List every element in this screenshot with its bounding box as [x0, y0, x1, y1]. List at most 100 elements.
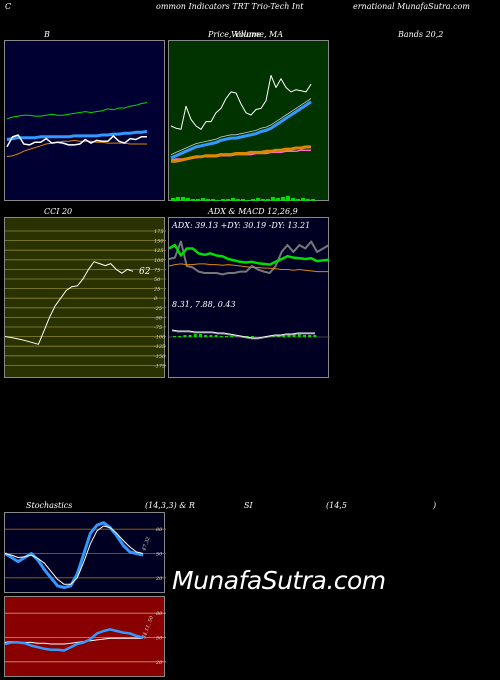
cci-tick-label: 175 [154, 229, 164, 235]
volume-bar [286, 196, 290, 201]
macd-histogram-bar [209, 335, 213, 337]
macd-histogram-bar [313, 335, 317, 337]
rsi-line [5, 628, 144, 652]
adx-readout: ADX: 39.13 +DY: 30.19 -DY: 13.21 [171, 221, 310, 230]
volume-bar [176, 197, 180, 201]
macd-histogram-bar [297, 334, 301, 337]
rsi-panel: 34.11, 50 80 50 20 [4, 596, 166, 677]
adx-diminus-line [169, 240, 330, 276]
stoch-params: (14,3,3) & R [145, 501, 195, 510]
macd-signal-line [171, 330, 315, 340]
cci-current-label: 62 [139, 267, 151, 277]
adx-panel: ADX: 39.13 +DY: 30.19 -DY: 13.21 8.31, 7… [168, 217, 330, 378]
cci-title: CCI 20 [44, 207, 73, 216]
cci-tick-label: -175 [154, 363, 165, 369]
cci-tick-label: -125 [154, 344, 165, 350]
cci-tick-label: -75 [154, 325, 162, 331]
volume-bar [296, 199, 300, 201]
volume-bar [231, 198, 235, 201]
cci-tick-label: 0 [154, 296, 158, 302]
stoch-current-label: 47.32 [141, 536, 152, 552]
macd-readout: 8.31, 7.88, 0.43 [172, 300, 236, 309]
macd-histogram-bar [245, 336, 249, 337]
stoch-tick-label: 50 [156, 552, 163, 558]
volume-bar [186, 198, 190, 201]
bollinger-title: B [44, 30, 50, 39]
stoch-panel: 47.32 80 50 20 [4, 512, 166, 593]
rsi-tick-label: 80 [156, 611, 163, 617]
macd-histogram-bar [287, 334, 291, 337]
stoch-tick-label: 80 [156, 527, 163, 533]
price-title: Price, Volume, MA [208, 30, 284, 39]
macd-histogram-bar [230, 336, 234, 337]
ma-line-blue [170, 100, 312, 160]
price-chart [170, 74, 315, 201]
volume-bar [171, 198, 175, 201]
macd-histogram-bar [303, 335, 306, 337]
volume-bar [311, 199, 315, 201]
adx-title: ADX & MACD 12,26,9 [208, 207, 298, 216]
rsi-params: (14,5 [326, 501, 347, 510]
bollinger-chart [6, 102, 148, 158]
rsi-signal-line [5, 637, 143, 645]
cci-tick-label: 125 [154, 248, 164, 254]
macd-histogram-bar [173, 336, 176, 337]
volume-bar [251, 199, 255, 201]
volume-bar [271, 197, 275, 201]
macd-histogram-bar [193, 334, 197, 337]
volume-bar [291, 198, 295, 201]
bollinger-middle-line [6, 129, 148, 141]
stoch-chart: 47.32 80 50 20 [5, 521, 166, 589]
volume-bar [241, 199, 245, 201]
rsi-chart: 34.11, 50 80 50 20 [5, 611, 166, 666]
macd-histogram-bar [225, 336, 228, 337]
ma-line-orange [171, 145, 311, 163]
volume-bar [301, 198, 305, 201]
cci-tick-label: -25 [154, 306, 162, 312]
macd-histogram-bar [188, 335, 192, 337]
volume-bar [226, 199, 230, 201]
cci-tick-label: -100 [154, 335, 166, 341]
volume-bar [276, 198, 280, 201]
volume-bar [261, 199, 265, 201]
bollinger-price-line [6, 134, 147, 148]
price-line [170, 74, 312, 130]
header-mid: ommon Indicators TRT Trio-Tech Int [156, 2, 304, 11]
volume-bar [281, 197, 285, 201]
price-panel [168, 40, 329, 201]
macd-line [171, 329, 315, 339]
rsi-tick-label: 50 [156, 636, 163, 642]
volume-bar [266, 199, 270, 201]
volume-bar [201, 198, 205, 201]
macd-histogram-bar [308, 335, 312, 337]
macd-histogram-bar [204, 335, 208, 337]
cci-tick-label: 100 [154, 258, 164, 264]
watermark: MunafaSutra.com [172, 566, 386, 595]
header-left: C [5, 2, 12, 11]
volume-bar [196, 199, 200, 201]
adx-line [169, 243, 330, 266]
volume-bar [181, 197, 185, 201]
macd-histogram-bar [292, 334, 296, 337]
bollinger-upper-line [6, 102, 148, 120]
bands-title: Bands 20,2 [398, 30, 444, 39]
volume-bar [206, 199, 210, 201]
rsi-title: SI [244, 501, 253, 510]
cci-tick-label: -50 [154, 315, 163, 321]
adx-chart: ADX: 39.13 +DY: 30.19 -DY: 13.21 8.31, 7… [169, 221, 330, 340]
cci-panel: 62 175 150 125 100 75 50 25 0 -25 -50 -75 -100 -125 -… [4, 217, 166, 378]
price-title-overlap: Volume [231, 30, 261, 39]
stoch-tick-label: 20 [155, 576, 163, 582]
macd-histogram-bar [178, 336, 182, 337]
volume-bar [306, 199, 310, 201]
macd-histogram-bar [282, 335, 286, 337]
cci-line [5, 261, 134, 345]
volume-bar [246, 200, 250, 201]
adx-diplus-line [169, 263, 329, 273]
volume-bar [221, 199, 225, 201]
volume-bar [216, 200, 220, 201]
macd-histogram-bar [219, 336, 223, 337]
volume-bar [211, 199, 215, 201]
ma-line-grey [170, 98, 312, 155]
rsi-close: ) [433, 501, 437, 510]
